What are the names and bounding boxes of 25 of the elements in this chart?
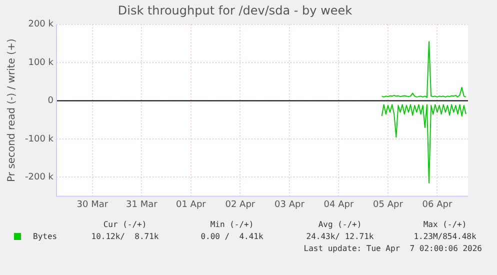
chart-title: Disk throughput for /dev/sda - by week bbox=[118, 3, 352, 18]
text: 10.12k/ 8.71k bbox=[90, 232, 160, 241]
legend-label: Bytes bbox=[32, 232, 58, 241]
y-tick-label: -100 k bbox=[25, 134, 54, 144]
text: Cur (-/+) bbox=[102, 220, 148, 229]
y-tick-label: 100 k bbox=[28, 58, 54, 68]
x-tick-label: 02 Apr bbox=[225, 200, 256, 210]
text: Min (-/+) bbox=[209, 220, 255, 229]
x-tick-label: 30 Mar bbox=[76, 200, 108, 210]
x-tick-label: 31 Mar bbox=[126, 200, 158, 210]
x-tick-label: 01 Apr bbox=[176, 200, 206, 210]
x-tick-label: 05 Apr bbox=[373, 200, 404, 210]
y-tick-label: 200 k bbox=[28, 20, 54, 30]
y-tick-label: 0 bbox=[48, 96, 54, 106]
y-tick-label: -200 k bbox=[25, 172, 54, 182]
text: Avg (-/+) bbox=[317, 220, 363, 229]
text: 24.43k/ 12.71k bbox=[305, 232, 375, 241]
x-tick-label: 06 Apr bbox=[422, 200, 452, 210]
text: Last update: Tue Apr 7 02:00:06 2026 bbox=[302, 244, 483, 255]
x-tick-label: 04 Apr bbox=[324, 200, 354, 210]
text: 1.23M/854.48k bbox=[412, 232, 478, 241]
text: 0.00 / 4.41k bbox=[200, 232, 264, 241]
y-axis-title: Pr second read (-) / write (+) bbox=[6, 38, 18, 182]
text: Max (-/+) bbox=[422, 220, 468, 229]
x-tick-label: 03 Apr bbox=[274, 200, 305, 210]
